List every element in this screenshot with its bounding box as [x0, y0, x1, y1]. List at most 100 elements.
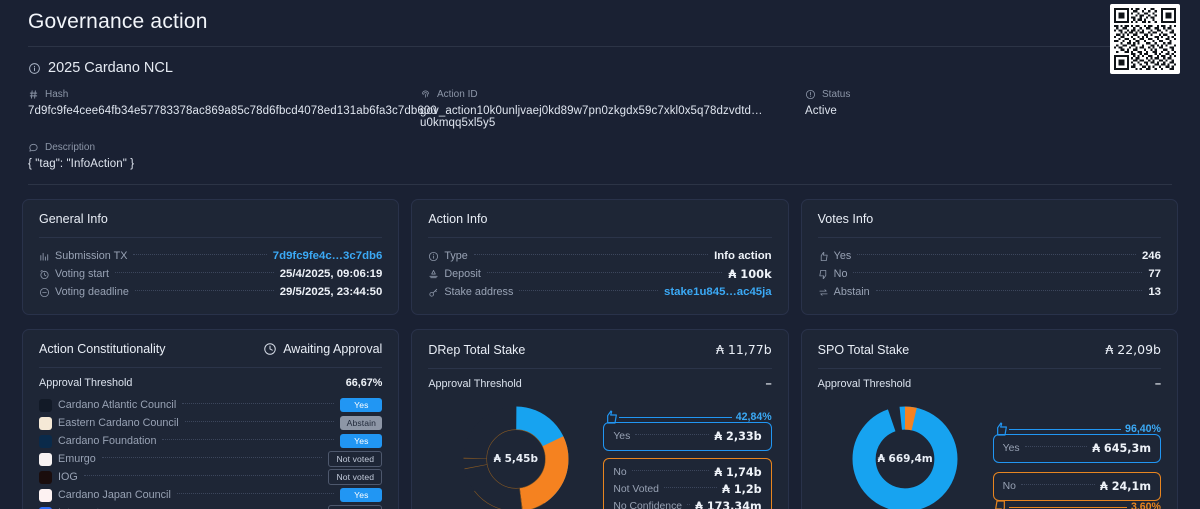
member-name: Emurgo [58, 453, 96, 465]
leader-dots [83, 474, 323, 476]
pending-clock-icon [263, 342, 277, 356]
member-name: IOG [58, 471, 78, 483]
deposit-label: Deposit [444, 268, 481, 280]
deposit-value: ₳ 100k [728, 267, 772, 281]
leader-dots [182, 402, 335, 404]
drep-no-label: No [613, 467, 627, 478]
header-meta-grid: Hash 7d9fc9fe4cee64fb34e57783378ac869a85… [28, 76, 1172, 129]
member-name: Intersect [58, 507, 99, 509]
avatar [39, 452, 52, 466]
vote-badge: Yes [340, 434, 383, 448]
stake-address-label-group: Stake address [428, 286, 513, 298]
member-name: Cardano Atlantic Council [58, 399, 177, 411]
action-id-label-row: Action ID [420, 89, 805, 100]
page-title: Governance action [28, 10, 208, 33]
header-bottom-divider [28, 184, 1172, 185]
drep-total-stake-card: DRep Total Stake ₳ 11,77b Approval Thres… [411, 329, 789, 509]
divider [39, 237, 383, 238]
drep-total-value: ₳ 11,77b [716, 342, 772, 357]
list-item[interactable]: Cardano Foundation Yes [39, 432, 383, 450]
table-row: No Confidence ₳ 173,34m [613, 498, 761, 509]
votes-info-header: Votes Info [818, 212, 1161, 226]
thumbs-down-icon [818, 269, 829, 280]
type-label: Type [444, 250, 468, 262]
connector-line [1008, 506, 1127, 508]
description-grid: Description { "tag": "InfoAction" } [28, 129, 1172, 170]
thumbs-up-icon [993, 421, 1009, 437]
fingerprint-icon [420, 89, 431, 100]
info-circle-icon [805, 89, 816, 100]
list-item[interactable]: Emurgo Not voted [39, 450, 383, 468]
drep-no-value: ₳ 1,74b [714, 466, 762, 479]
leader-dots [134, 289, 274, 291]
status-block: Status Active [805, 89, 1172, 129]
list-item[interactable]: Eastern Cardano Council Abstain [39, 414, 383, 432]
qr-code[interactable] [1110, 4, 1180, 74]
description-label-row: Description [28, 142, 420, 153]
leader-dots [133, 253, 267, 255]
spo-donut-chart: ₳ 669,4m [851, 405, 959, 509]
list-item[interactable]: Cardano Atlantic Council Yes [39, 396, 383, 414]
table-row: Abstain 13 [818, 283, 1161, 301]
leader-dots [1024, 446, 1088, 447]
submission-tx-label-group: Submission TX [39, 250, 127, 262]
hash-label: Hash [45, 89, 69, 100]
general-info-card: General Info Submission TX 7d9fc9fe4c…3c… [22, 199, 400, 315]
status-badge: Awaiting Approval [263, 342, 382, 356]
leader-dots [687, 504, 691, 505]
drep-no-confidence-value: ₳ 173,34m [695, 500, 762, 509]
list-item[interactable]: Cardano Japan Council Yes [39, 486, 383, 504]
leader-dots [486, 271, 723, 273]
key-icon [428, 287, 439, 298]
spo-header: SPO Total Stake ₳ 22,09b [818, 342, 1161, 357]
approval-threshold-value: 66,67% [345, 377, 383, 389]
divider [817, 237, 1161, 238]
comment-icon [28, 142, 39, 153]
leader-dots [184, 420, 335, 422]
info-circle-icon [428, 251, 439, 262]
table-row: Yes 246 [818, 247, 1161, 265]
table-row: Submission TX 7d9fc9fe4c…3c7db6 [39, 247, 382, 265]
drep-legend: 42,84% Yes ₳ 2,33b No ₳ 1,74b [603, 403, 772, 509]
spo-yes-label: Yes [1002, 443, 1020, 454]
description-value: { "tag": "InfoAction" } [28, 158, 135, 170]
constitutionality-status: Awaiting Approval [283, 342, 383, 356]
spo-donut-svg [852, 406, 958, 509]
list-item[interactable]: Intersect Not voted [39, 504, 383, 509]
list-item[interactable]: IOG Not voted [39, 468, 383, 486]
thumbs-down-icon [993, 499, 1009, 509]
table-row: Type Info action [428, 247, 772, 265]
drep-yes-value: ₳ 2,33b [714, 430, 762, 443]
stake-address-value[interactable]: stake1u845…ac45ja [663, 286, 772, 298]
member-name: Cardano Japan Council [58, 489, 171, 501]
drep-title: DRep Total Stake [428, 342, 526, 357]
leader-dots [473, 253, 709, 255]
drep-donut-col: ₳ 5,45b [428, 403, 603, 509]
avatar [39, 488, 52, 502]
table-row: Voting deadline 29/5/2025, 23:44:50 [39, 283, 382, 301]
voting-start-label: Voting start [55, 268, 110, 280]
drep-no-confidence-label: No Confidence [613, 501, 683, 509]
spo-title: SPO Total Stake [817, 342, 910, 357]
leader-dots [853, 271, 1143, 273]
type-label-group: Type [428, 250, 468, 262]
votes-abstain-label: Abstain [833, 286, 870, 298]
member-name: Eastern Cardano Council [58, 417, 179, 429]
divider [428, 237, 772, 238]
thumbs-up-icon [603, 409, 619, 425]
table-row: No 77 [818, 265, 1161, 283]
votes-no-label: No [833, 268, 848, 280]
description-label: Description [45, 142, 96, 153]
type-value: Info action [714, 250, 772, 262]
submission-tx-value[interactable]: 7d9fc9fe4c…3c7db6 [272, 250, 383, 262]
stake-address-label: Stake address [444, 286, 514, 298]
avatar [39, 506, 52, 509]
hash-icon [28, 89, 39, 100]
action-info-card: Action Info Type Info action [411, 199, 789, 315]
drep-donut-svg [463, 406, 569, 509]
general-info-title: General Info [39, 212, 108, 226]
drep-threshold-value: – [765, 378, 772, 390]
drep-yes-box: Yes ₳ 2,33b [603, 422, 772, 451]
spo-yes-value: ₳ 645,3m [1092, 442, 1151, 455]
